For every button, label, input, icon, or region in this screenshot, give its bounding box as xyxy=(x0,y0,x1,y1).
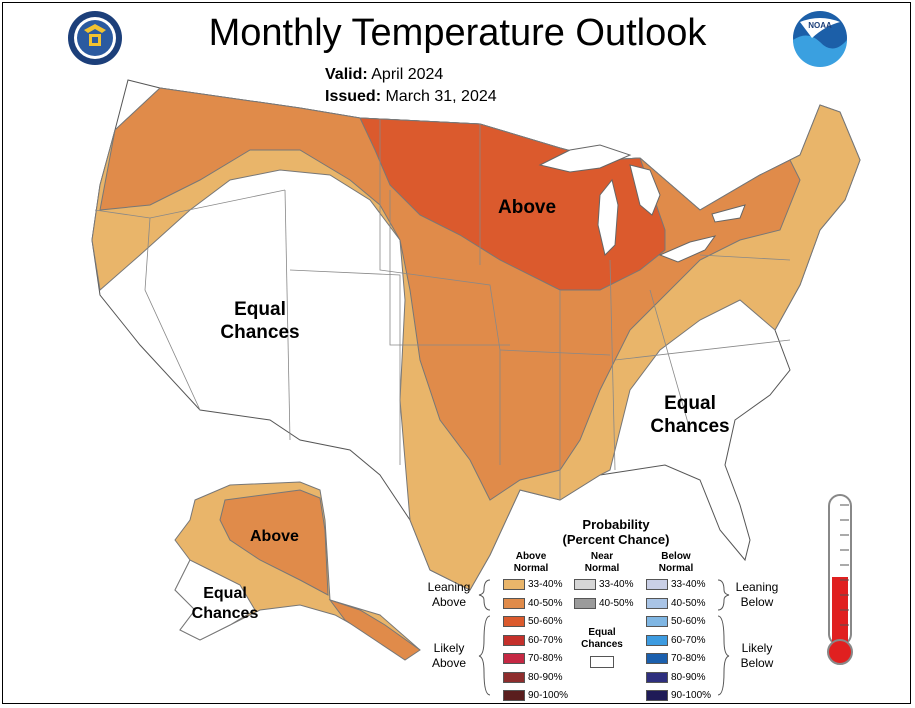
legend-label-below-3: 50-60% xyxy=(671,616,706,627)
legend-swatch-below-5 xyxy=(646,653,668,664)
legend-label-below-6: 80-90% xyxy=(671,672,706,683)
alaska-panhandle xyxy=(328,599,421,661)
legend-above-head: Above Normal xyxy=(513,551,549,574)
valid-value: April 2024 xyxy=(371,66,444,83)
legend-leaning-above: Leaning Above xyxy=(427,580,471,609)
legend-below-head: Below Normal xyxy=(658,551,694,574)
legend-swatch-above-6 xyxy=(503,672,525,683)
legend-title: Probability (Percent Chance) xyxy=(500,517,732,547)
legend-label-above-4: 60-70% xyxy=(528,635,563,646)
legend-swatch-above-5 xyxy=(503,653,525,664)
legend-label-above-6: 80-90% xyxy=(528,672,563,683)
legend-swatch-above-3 xyxy=(503,616,525,627)
legend-swatch-below-3 xyxy=(646,616,668,627)
issued-label: Issued: xyxy=(325,88,382,105)
legend-swatch-below-1 xyxy=(646,579,668,590)
legend-label-below-4: 60-70% xyxy=(671,635,706,646)
thermometer-icon xyxy=(827,494,853,665)
legend-label-above-2: 40-50% xyxy=(528,598,563,609)
alaska-southwest-white xyxy=(174,559,256,641)
legend-label-near-2: 40-50% xyxy=(599,598,634,609)
page-title: Monthly Temperature Outlook xyxy=(208,12,707,54)
legend-swatch-below-6 xyxy=(646,672,668,683)
legend-label-above-3: 50-60% xyxy=(528,616,563,627)
label-above-conus: Above xyxy=(498,197,557,218)
great-lakes xyxy=(538,144,746,263)
legend-swatch-above-4 xyxy=(503,635,525,646)
noaa-text: NOAA xyxy=(808,21,832,30)
legend-swatch-above-1 xyxy=(503,579,525,590)
legend-equal-head: Equal Chances xyxy=(581,627,623,650)
doc-seal-icon xyxy=(68,11,122,65)
valid-label: Valid: xyxy=(325,66,368,83)
legend-swatch-above-2 xyxy=(503,598,525,609)
legend-likely-below: Likely Below xyxy=(740,641,774,670)
issued-line: Issued: March 31, 2024 xyxy=(325,88,497,106)
legend-swatch-below-4 xyxy=(646,635,668,646)
legend-label-below-1: 33-40% xyxy=(671,579,706,590)
legend-title-line1: Probability xyxy=(582,517,650,532)
legend-swatch-near-2 xyxy=(574,598,596,609)
legend-brackets xyxy=(478,579,730,696)
legend-label-below-5: 70-80% xyxy=(671,653,706,664)
legend-near-head: Near Normal xyxy=(584,551,620,574)
noaa-logo-icon: NOAA xyxy=(793,11,847,67)
legend-title-line2: (Percent Chance) xyxy=(562,532,670,547)
legend-label-above-5: 70-80% xyxy=(528,653,563,664)
legend-label-above-7: 90-100% xyxy=(528,690,569,701)
label-equal-west: Equal Chances xyxy=(220,299,300,343)
legend-swatch-equal xyxy=(590,656,614,668)
legend-label-near-1: 33-40% xyxy=(599,579,634,590)
legend-label-below-7: 90-100% xyxy=(671,690,712,701)
alaska-above-40-50 xyxy=(219,489,329,596)
legend-swatch-below-2 xyxy=(646,598,668,609)
label-above-alaska: Above xyxy=(250,528,299,545)
legend-swatch-near-1 xyxy=(574,579,596,590)
issued-value: March 31, 2024 xyxy=(385,88,497,105)
legend-swatch-above-7 xyxy=(503,690,525,701)
legend-swatch-below-7 xyxy=(646,690,668,701)
valid-line: Valid: April 2024 xyxy=(325,66,443,84)
state-lines xyxy=(94,120,791,500)
legend-label-below-2: 40-50% xyxy=(671,598,706,609)
legend-leaning-below: Leaning Below xyxy=(735,580,779,609)
label-equal-alaska: Equal Chances xyxy=(191,585,259,622)
label-equal-southeast: Equal Chances xyxy=(650,393,730,437)
legend-likely-above: Likely Above xyxy=(431,641,467,670)
legend-label-above-1: 33-40% xyxy=(528,579,563,590)
